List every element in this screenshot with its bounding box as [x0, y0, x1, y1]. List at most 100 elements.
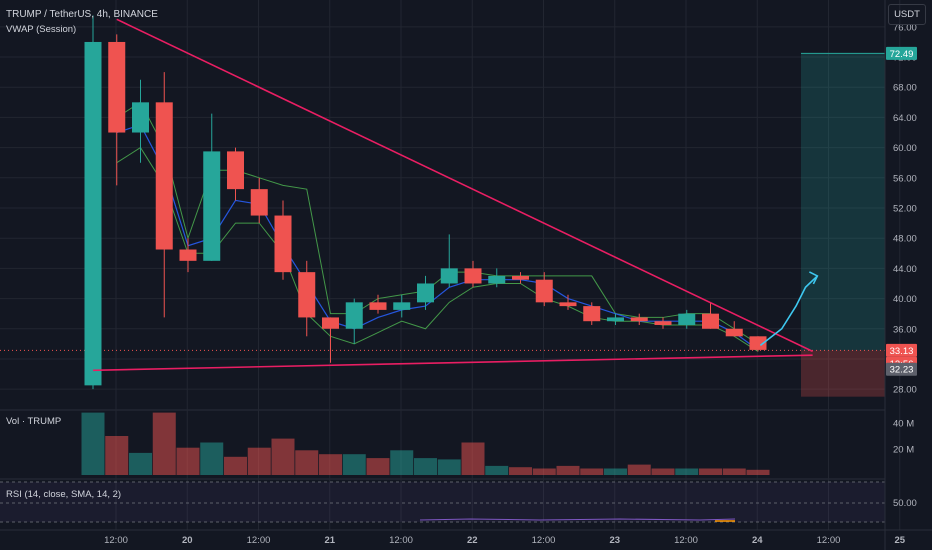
price-tick-label: 64.00	[893, 113, 917, 124]
stop-price-tag: 32.23	[886, 362, 917, 376]
candle-19	[535, 272, 553, 307]
candle-0	[84, 15, 102, 390]
volume-bar-4	[176, 447, 200, 475]
candle-body	[108, 41, 126, 133]
time-tick-label: 12:00	[104, 535, 128, 546]
candle-2	[132, 79, 149, 163]
candle-7	[250, 177, 268, 224]
rsi-band	[0, 482, 885, 522]
vwap-upper-band	[116, 101, 759, 345]
candle-3	[155, 72, 173, 318]
time-tick-label: 12:00	[389, 535, 413, 546]
candle-body	[179, 249, 197, 261]
volume-bar-6	[224, 456, 247, 475]
candle-body	[535, 279, 553, 303]
volume-bar-13	[390, 450, 414, 475]
candle-24	[654, 317, 672, 329]
volume-axis-label: 40 M	[893, 419, 914, 430]
candle-body	[250, 189, 268, 216]
rsi-pane-title[interactable]: RSI (14, close, SMA, 14, 2)	[6, 489, 122, 500]
time-tick-label: 23	[609, 535, 620, 546]
price-tick-label: 44.00	[893, 264, 917, 275]
current-price-tag-text: 33.13	[890, 346, 914, 357]
volume-bar-21	[580, 468, 604, 475]
time-tick-label: 20	[182, 535, 193, 546]
volume-bar-0	[81, 412, 105, 475]
stop-price-tag-box	[886, 362, 917, 376]
candle-body	[702, 313, 719, 329]
candle-body	[227, 151, 244, 190]
current-price-tag: 33.13	[886, 343, 917, 357]
candle-4	[179, 238, 197, 273]
price-tick-label: 48.00	[893, 234, 917, 245]
volume-bar-1	[105, 436, 129, 475]
currency-selector[interactable]: USDT	[888, 4, 926, 25]
price-tick-label: 56.00	[893, 173, 917, 184]
price-tick-label: 28.00	[893, 385, 917, 396]
candle-body	[464, 268, 482, 284]
candle-body	[84, 41, 102, 386]
candle-25	[678, 309, 696, 329]
candle-body	[345, 302, 363, 329]
candle-body	[132, 102, 149, 133]
candle-5	[203, 113, 221, 261]
volume-pane-title[interactable]: Vol · TRUMP	[6, 416, 62, 427]
trendline-lower	[92, 354, 813, 372]
volume-bar-22	[604, 468, 627, 475]
projection-arrow	[759, 275, 818, 346]
volume-bar-25	[675, 468, 699, 475]
volume-bar-8	[271, 438, 295, 475]
candle-body	[583, 306, 601, 322]
candle-15	[440, 234, 458, 288]
projection-arrowhead	[809, 271, 819, 285]
candle-23	[630, 313, 648, 325]
volume-bar-2	[129, 452, 152, 475]
target-price-tag-box	[886, 46, 917, 60]
candle-body	[203, 151, 221, 261]
candle-20	[559, 294, 577, 310]
time-tick-label: 25	[894, 535, 905, 546]
vwap-lower-band	[116, 146, 759, 352]
volume-axis-label: 20 M	[893, 445, 914, 456]
current-price-tag-box	[886, 343, 917, 357]
volume-bar-17	[485, 465, 509, 475]
time-tick-label: 12:00	[247, 535, 271, 546]
candle-body	[678, 313, 696, 325]
stop-zone	[801, 350, 885, 397]
volume-bar-11	[342, 454, 366, 475]
trendline-upper	[116, 18, 813, 353]
candle-body	[155, 102, 173, 250]
price-tick-label: 40.00	[893, 294, 917, 305]
time-tick-label: 12:00	[817, 535, 841, 546]
volume-bar-26	[699, 468, 722, 475]
candle-12	[369, 294, 387, 314]
volume-bar-27	[722, 468, 746, 475]
candle-27	[725, 321, 743, 337]
candle-28	[749, 336, 767, 352]
volume-bar-16	[461, 442, 485, 475]
candle-body	[393, 302, 411, 310]
volume-bar-7	[247, 447, 271, 475]
candle-10	[322, 317, 339, 363]
candle-13	[393, 294, 411, 318]
grid-lines	[0, 0, 901, 530]
volume-bar-19	[532, 468, 556, 475]
candle-body	[559, 302, 577, 307]
rsi-axis-label: 50.00	[893, 498, 917, 509]
candle-body	[725, 328, 743, 337]
candle-body	[369, 302, 387, 310]
candle-21	[583, 302, 601, 325]
candle-body	[322, 317, 339, 329]
time-tick-label: 21	[324, 535, 335, 546]
volume-bar-12	[366, 458, 390, 475]
candle-16	[464, 260, 482, 288]
volume-bar-10	[319, 454, 342, 475]
volume-bar-3	[152, 412, 176, 475]
target-price-tag-text: 72.49	[890, 49, 914, 60]
time-tick-label: 22	[467, 535, 478, 546]
price-tick-label: 52.00	[893, 204, 917, 215]
vwap-indicator-label[interactable]: VWAP (Session)	[6, 24, 77, 35]
candle-1	[108, 34, 126, 186]
